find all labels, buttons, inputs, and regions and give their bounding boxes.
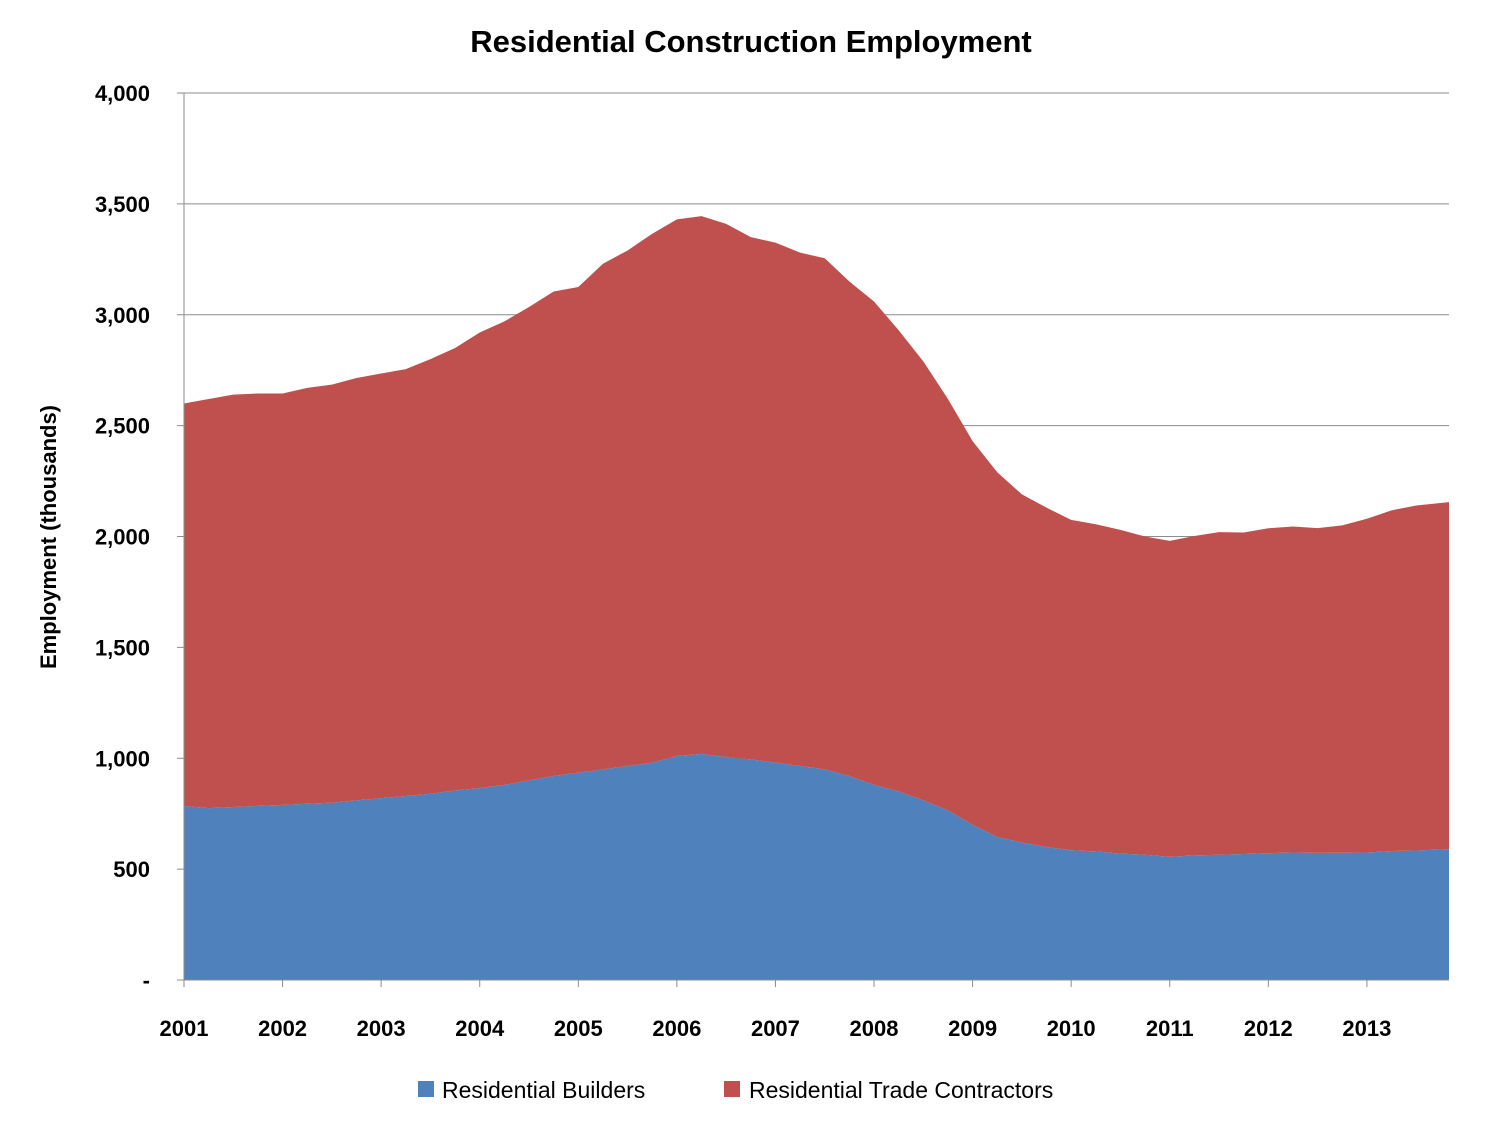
- y-tick-label-4000: 4,000: [95, 81, 150, 106]
- legend-label-2: Residential Trade Contractors: [749, 1077, 1053, 1103]
- legend-swatch-1: [418, 1081, 434, 1097]
- y-tick-label-2500: 2,500: [95, 414, 150, 439]
- legend: Residential Builders Residential Trade Co…: [418, 1077, 1053, 1103]
- y-tick-label-3000: 3,000: [95, 303, 150, 328]
- series-areas: [184, 216, 1449, 980]
- area-series-2: [184, 216, 1449, 857]
- y-tick-label-3500: 3,500: [95, 192, 150, 217]
- x-tick-label-2006: 2006: [652, 1016, 701, 1041]
- x-tick-label-2009: 2009: [948, 1016, 997, 1041]
- legend-label-1: Residential Builders: [442, 1077, 645, 1103]
- x-tick-label-2011: 2011: [1146, 1016, 1194, 1041]
- x-tick-label-2002: 2002: [258, 1016, 307, 1041]
- axes: [177, 92, 1449, 987]
- x-tick-label-2012: 2012: [1244, 1016, 1293, 1041]
- x-tick-label-2005: 2005: [554, 1016, 603, 1041]
- x-tick-label-2007: 2007: [751, 1016, 800, 1041]
- x-tick-label-2013: 2013: [1342, 1016, 1391, 1041]
- y-tick-labels: - 500 1,000 1,500 2,000 2,500 3,000 3,500 4,000: [95, 81, 150, 993]
- x-tick-labels: 2001 2002 2003 2004 2005 2006 2007 2008 2009 2010…: [160, 1016, 1392, 1041]
- y-tick-label-2000: 2,000: [95, 525, 150, 550]
- x-tick-label-2010: 2010: [1047, 1016, 1096, 1041]
- y-axis-label: Employment (thousands): [36, 405, 61, 669]
- y-tick-label-0: -: [143, 968, 150, 993]
- chart-title: Residential Construction Employment: [470, 24, 1032, 59]
- y-tick-label-1000: 1,000: [95, 746, 150, 771]
- area-series-1: [184, 753, 1449, 980]
- y-tick-label-1500: 1,500: [95, 635, 150, 660]
- x-tick-label-2001: 2001: [160, 1016, 209, 1041]
- y-tick-label-500: 500: [113, 857, 150, 882]
- x-tick-label-2003: 2003: [357, 1016, 406, 1041]
- legend-swatch-2: [724, 1081, 740, 1097]
- x-tick-label-2008: 2008: [850, 1016, 899, 1041]
- x-tick-label-2004: 2004: [455, 1016, 505, 1041]
